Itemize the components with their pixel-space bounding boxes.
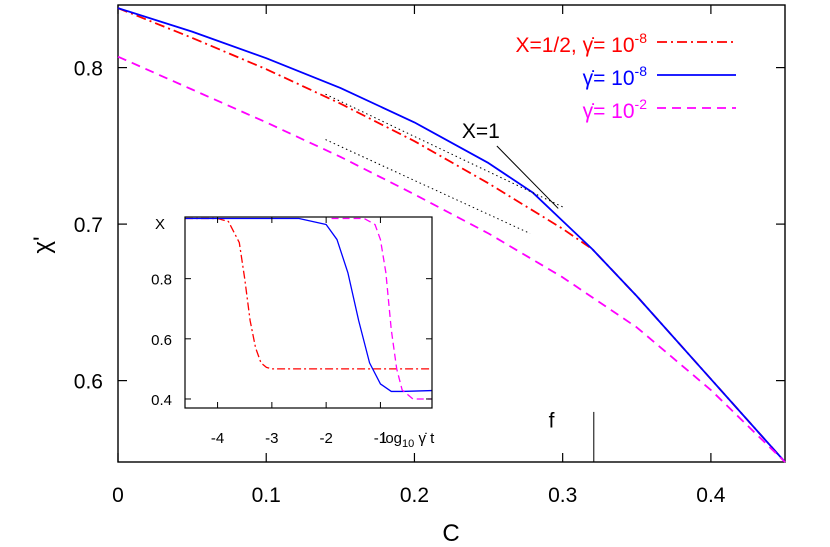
y-tick-label: 0.8 xyxy=(74,58,103,81)
legend-entry-magenta: γ̇= 10-2 xyxy=(583,96,736,123)
x-tick-label: 0.4 xyxy=(696,484,726,507)
legend-label-magenta: γ̇= 10-2 xyxy=(583,96,648,123)
inset-y-tick-label: 0.6 xyxy=(151,332,172,349)
legend-main-red: X=1/2, xyxy=(515,34,582,57)
y-axis-title: χ' xyxy=(29,236,56,253)
gamma-dot-symbol-blue: γ̇ xyxy=(583,67,595,90)
legend-rate-blue: = 10 xyxy=(593,67,634,90)
inset-x-tick-label: -4 xyxy=(211,430,224,447)
inset-series-line-red xyxy=(185,217,432,370)
legend-exp-blue: -8 xyxy=(635,63,648,79)
inset-background xyxy=(185,217,432,408)
legend-exp-red: -8 xyxy=(635,30,648,46)
x-axis-title: C xyxy=(442,520,459,547)
gamma-dot-symbol-red: γ̇ xyxy=(583,34,595,57)
main-y-ticks: 0.6 0.7 0.8 xyxy=(74,58,785,394)
inset-xlabel-sub: 10 xyxy=(402,438,414,450)
x-tick-label: 0.2 xyxy=(400,484,429,507)
inset-y-tick-label: 0.8 xyxy=(151,272,172,289)
inset-chart: -4 -3 -2 -1 0.4 0.6 0.8 X log10 γ̇ t xyxy=(151,216,435,450)
inset-series-line-blue xyxy=(185,217,433,393)
y-tick-label: 0.6 xyxy=(74,371,103,394)
inset-x-ticks: -4 -3 -2 -1 xyxy=(211,217,387,447)
annotation-x1-pointer xyxy=(496,145,559,209)
inset-xlabel-prefix: log xyxy=(382,430,402,447)
inset-y-ticks: 0.4 0.6 0.8 xyxy=(151,272,432,409)
gamma-dot-symbol-magenta: γ̇ xyxy=(583,100,595,123)
inset-x-tick-label: -2 xyxy=(319,430,332,447)
legend-rate-red: = 10 xyxy=(593,34,634,57)
main-plot-frame xyxy=(117,4,786,463)
y-tick-label: 0.7 xyxy=(74,214,103,237)
x-tick-label: 0.3 xyxy=(548,484,577,507)
legend-label-red: X=1/2, γ̇= 10-8 xyxy=(515,30,647,57)
main-series-group xyxy=(117,7,786,463)
series-line-magenta xyxy=(117,55,786,463)
inset-y-tick-label: 0.4 xyxy=(151,392,172,409)
main-x-ticks: 0 0.1 0.2 0.3 0.4 xyxy=(112,5,726,507)
inset-series-line-magenta xyxy=(331,217,432,400)
inset-x-tick-label: -3 xyxy=(265,430,278,447)
legend-rate-magenta: = 10 xyxy=(593,100,634,123)
inset-xlabel-suffix: t xyxy=(430,430,435,447)
inset-x-axis-title: log10 γ̇ t xyxy=(382,430,435,450)
legend-entry-red: X=1/2, γ̇= 10-8 xyxy=(515,30,736,57)
tangent-reference-line xyxy=(325,139,531,234)
legend-exp-magenta: -2 xyxy=(635,96,648,112)
legend: X=1/2, γ̇= 10-8 γ̇= 10-8 γ̇= 10-2 xyxy=(515,30,736,123)
inset-xlabel-gamma: γ̇ xyxy=(414,430,430,447)
tangent-reference-line xyxy=(325,93,563,208)
reference-lines-group xyxy=(325,93,563,234)
inset-y-axis-title: X xyxy=(155,216,165,233)
annotation-x1-label: X=1 xyxy=(462,120,500,143)
annotations-group: X=1 f xyxy=(462,120,595,462)
series-line-blue xyxy=(117,7,786,463)
x-tick-label: 0 xyxy=(112,484,124,507)
legend-entry-blue: γ̇= 10-8 xyxy=(583,63,736,90)
inset-series-group xyxy=(185,217,433,400)
inset-x-tick-label: -1 xyxy=(374,430,387,447)
x-tick-label: 0.1 xyxy=(252,484,281,507)
annotation-f-label: f xyxy=(549,410,555,433)
legend-label-blue: γ̇= 10-8 xyxy=(583,63,648,90)
inset-frame xyxy=(184,216,433,409)
